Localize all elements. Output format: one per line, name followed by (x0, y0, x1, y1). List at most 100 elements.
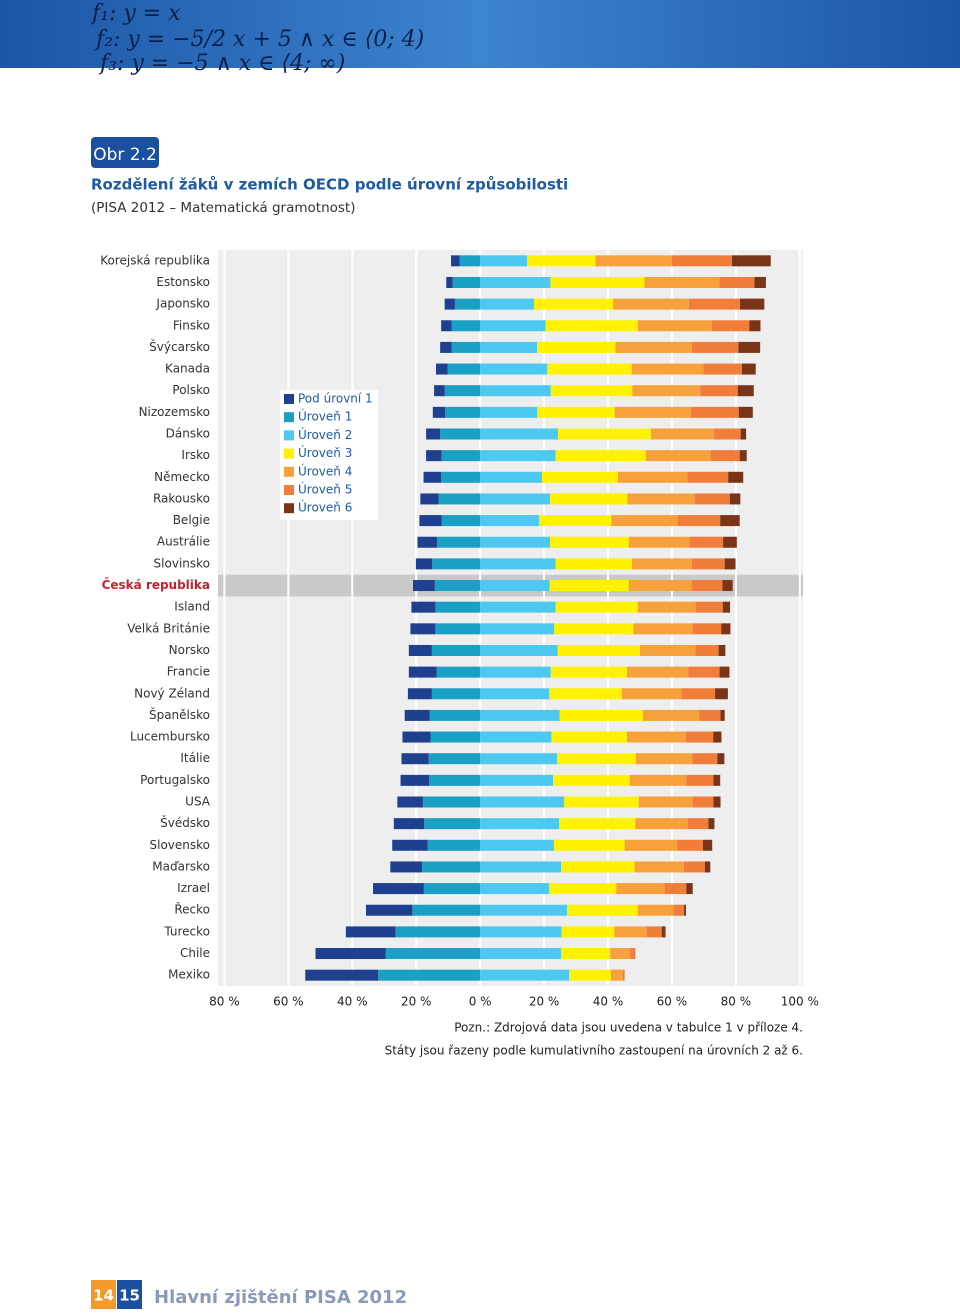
bar-segment (434, 580, 481, 592)
x-tick-label: 60 % (273, 995, 304, 1009)
bar-segment (415, 558, 433, 570)
y-tick-label: Mexiko (168, 968, 210, 982)
bar-segment (480, 688, 550, 700)
bar-segment (633, 623, 693, 635)
bar-segment (551, 731, 627, 743)
bar-segment (713, 731, 722, 743)
bar-segment (480, 276, 551, 288)
page-number-badge (117, 1280, 142, 1309)
bar-segment (480, 363, 548, 375)
bar-segment (616, 883, 665, 895)
bar-segment (447, 363, 481, 375)
bar-segment (614, 926, 647, 938)
bar-segment (480, 341, 538, 353)
bar-segment (637, 320, 712, 332)
bar-segment (721, 623, 731, 635)
bar-segment (555, 450, 646, 462)
bar-segment (703, 363, 742, 375)
legend-box (280, 390, 378, 520)
bar-segment (422, 796, 481, 808)
bar-segment (631, 558, 692, 570)
y-tick-label: Německo (154, 470, 210, 484)
bar-segment (390, 861, 422, 873)
bar-segment (713, 796, 721, 808)
y-tick-label: Slovensko (150, 838, 211, 852)
bar-segment (624, 839, 678, 851)
bar-segment (438, 493, 481, 505)
note: Pozn.: Zdrojová data jsou uvedena v tabu… (454, 1021, 803, 1035)
y-tick-label: Kanada (165, 362, 210, 376)
bar-segment (738, 341, 761, 353)
bar-segment (664, 883, 687, 895)
bar-segment (480, 536, 551, 548)
bar-segment (728, 471, 744, 483)
bar-segment (480, 883, 550, 895)
bar-segment (435, 601, 481, 613)
bar-segment (559, 818, 636, 830)
bar-segment (632, 385, 701, 397)
bar-segment (444, 298, 455, 310)
bar-segment (480, 926, 562, 938)
bar-segment (366, 904, 413, 916)
bar-segment (395, 926, 481, 938)
bar-segment (538, 515, 612, 527)
bar-segment (451, 255, 460, 267)
bar-segment (702, 839, 713, 851)
bar-segment (440, 428, 481, 440)
legend-label: Úroveň 6 (298, 500, 352, 515)
bar-segment (613, 298, 689, 310)
bar-segment (423, 471, 442, 483)
bar-segment (480, 450, 556, 462)
bar-segment (627, 493, 695, 505)
bar-segment (741, 363, 756, 375)
y-tick-label: Turecko (163, 924, 210, 938)
bar-segment (740, 298, 765, 310)
bar-segment (444, 385, 481, 397)
bar-segment (595, 255, 672, 267)
bar-segment (699, 709, 721, 721)
bar-segment (554, 623, 634, 635)
bar-segment (550, 536, 629, 548)
bar-segment (441, 450, 481, 462)
bar-segment (432, 406, 445, 418)
bar-segment (739, 450, 747, 462)
bar-segment (434, 385, 445, 397)
bar-segment (557, 644, 640, 656)
y-tick-label: Švýcarsko (149, 339, 210, 354)
bar-segment (480, 861, 562, 873)
bar-segment (397, 796, 423, 808)
y-tick-label: Austrálie (157, 535, 210, 549)
bar-segment (710, 450, 740, 462)
bar-segment (569, 969, 611, 981)
bar-segment (711, 320, 750, 332)
x-tick-label: 20 % (529, 995, 560, 1009)
legend-label: Úroveň 5 (298, 482, 352, 497)
bar-segment (638, 796, 693, 808)
bar-segment (480, 796, 565, 808)
bar-segment (564, 796, 639, 808)
legend-swatch (284, 448, 294, 459)
bar-segment (411, 601, 436, 613)
y-tick-label: Nizozemsko (139, 405, 210, 419)
bar-segment (413, 580, 435, 592)
bar-segment (420, 493, 439, 505)
bar-segment (480, 320, 546, 332)
bar-segment (689, 536, 724, 548)
bar-segment (673, 904, 685, 916)
bar-segment (550, 666, 627, 678)
bar-segment (428, 753, 481, 765)
figure-badge (91, 137, 159, 168)
bar-segment (421, 861, 481, 873)
bar-segment (441, 471, 481, 483)
bar-segment (480, 558, 556, 570)
legend-label: Úroveň 4 (298, 463, 352, 478)
bar-segment (642, 709, 700, 721)
y-tick-label: USA (185, 795, 211, 809)
y-tick-label: Izrael (177, 881, 210, 895)
y-tick-label: Finsko (173, 318, 210, 332)
bar-segment (639, 644, 696, 656)
bar-segment (610, 948, 631, 960)
bar-segment (435, 623, 481, 635)
x-tick-label: 60 % (657, 995, 688, 1009)
bar-segment (687, 471, 729, 483)
